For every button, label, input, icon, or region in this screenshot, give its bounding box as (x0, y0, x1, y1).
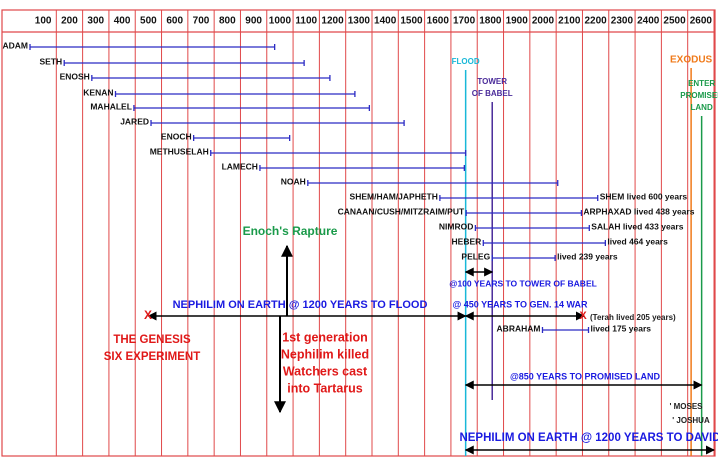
lifespan-note: lived 464 years (607, 236, 668, 246)
span-label: @100 YEARS TO TOWER OF BABEL (449, 278, 597, 288)
x-tick-label: 1400 (374, 16, 397, 27)
annotation: X (579, 310, 587, 322)
lifespan-name: ABRAHAM (497, 323, 541, 333)
event-label: ENTER (688, 79, 715, 88)
x-tick-label: 1800 (479, 16, 502, 27)
x-tick-label: 1200 (321, 16, 344, 27)
x-tick-label: 2100 (558, 16, 581, 27)
x-tick-label: 300 (87, 16, 104, 27)
lifespan-name: KENAN (83, 87, 113, 97)
lifespan-name: SHEM/HAM/JAPHETH (350, 191, 438, 201)
annotation: into Tartarus (287, 381, 363, 395)
lifespan-name: HEBER (452, 236, 482, 246)
x-tick-label: 100 (35, 16, 52, 27)
annotation: SIX EXPERIMENT (104, 351, 201, 363)
lifespan-name: ENOCH (161, 131, 192, 141)
x-tick-label: 2500 (663, 16, 686, 27)
x-tick-label: 700 (193, 16, 210, 27)
event-label: TOWER (477, 77, 507, 86)
lifespan-name: NOAH (281, 176, 306, 186)
annotation: Nephilim killed (281, 347, 369, 361)
lifespan-note: SHEM lived 600 years (600, 191, 688, 201)
annotation: (Terah lived 205 years) (590, 313, 676, 322)
x-tick-label: 400 (114, 16, 131, 27)
event-label: PROMISED (680, 91, 718, 100)
annotation: ' JOSHUA (672, 416, 710, 425)
x-tick-label: 600 (166, 16, 183, 27)
x-tick-label: 2600 (690, 16, 713, 27)
x-tick-label: 200 (61, 16, 78, 27)
annotation: X (144, 308, 152, 322)
x-tick-label: 1300 (348, 16, 371, 27)
x-tick-label: 900 (245, 16, 262, 27)
event-label: EXODUS (670, 55, 713, 66)
annotation: 1st generation (282, 330, 367, 344)
lifespan-name: NIMROD (439, 221, 473, 231)
lifespan-name: JARED (120, 116, 149, 126)
lifespan-note: lived 239 years (557, 251, 618, 261)
lifespan-name: CANAAN/CUSH/MITZRAIM/PUT (338, 206, 465, 216)
annotation: ' MOSES (669, 402, 703, 411)
span-label: @850 YEARS TO PROMISED LAND (510, 371, 660, 381)
x-tick-label: 1900 (506, 16, 529, 27)
lifespan-name: ADAM (3, 40, 29, 50)
lifespan-note: ARPHAXAD lived 438 years (583, 206, 694, 216)
x-tick-label: 1600 (427, 16, 450, 27)
span-label: NEPHILIM ON EARTH @ 1200 YEARS TO FLOOD (173, 299, 428, 311)
x-tick-label: 2300 (611, 16, 634, 27)
event-label: OF BABEL (472, 89, 513, 98)
lifespan-name: SETH (40, 56, 63, 66)
lifespan-note: lived 175 years (591, 323, 652, 333)
x-tick-label: 500 (140, 16, 157, 27)
span-label: @ 450 YEARS TO GEN. 14 WAR (453, 299, 588, 309)
x-tick-label: 2400 (637, 16, 660, 27)
lifespan-name: METHUSELAH (150, 146, 209, 156)
x-tick-label: 2200 (584, 16, 607, 27)
lifespan-name: LAMECH (222, 161, 258, 171)
span-label: NEPHILIM ON EARTH @ 1200 YEARS TO DAVID (459, 432, 718, 444)
event-label: FLOOD (452, 57, 480, 66)
lifespan-name: MAHALEL (90, 101, 132, 111)
x-tick-label: 2000 (532, 16, 555, 27)
x-tick-label: 1500 (400, 16, 423, 27)
x-tick-label: 800 (219, 16, 236, 27)
annotation: Enoch's Rapture (243, 224, 338, 238)
annotation: Watchers cast (283, 364, 368, 378)
event-label: LAND (691, 103, 713, 112)
x-tick-label: 1000 (269, 16, 292, 27)
x-tick-label: 1700 (453, 16, 476, 27)
x-tick-label: 1100 (295, 16, 317, 27)
lifespan-name: PELEG (461, 251, 490, 261)
lifespan-note: SALAH lived 433 years (591, 221, 683, 231)
lifespan-name: ENOSH (60, 71, 90, 81)
annotation: THE GENESIS (113, 334, 191, 346)
